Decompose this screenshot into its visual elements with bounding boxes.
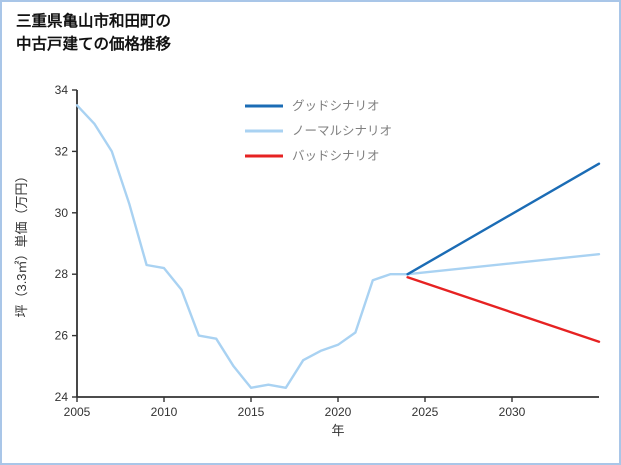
y-tick-label: 34 [55,83,69,97]
x-tick-label: 2030 [499,405,526,419]
series-line-1 [406,162,601,276]
chart-title: 三重県亀山市和田町の 中古戸建ての価格推移 [16,10,171,57]
x-tick-label: 2010 [151,405,178,419]
x-tick-labels: 2005 2010 2015 2020 2025 2030 [64,397,526,419]
x-tick-label: 2015 [238,405,265,419]
legend-label: グッドシナリオ [292,99,380,113]
y-tick-label: 30 [55,206,69,220]
series-line-3 [406,276,601,343]
series-line-2 [75,104,601,389]
x-tick-label: 2005 [64,405,91,419]
x-axis-title: 年 [331,423,344,438]
x-tick-label: 2020 [325,405,352,419]
legend-label: ノーマルシナリオ [292,124,392,138]
y-tick-label: 26 [55,329,69,343]
series-lines [75,104,601,389]
y-tick-labels: 24 26 28 30 32 34 [55,83,77,404]
y-tick-label: 32 [55,144,69,158]
chart-title-line1: 三重県亀山市和田町の [16,13,172,30]
y-tick-label: 28 [55,267,69,281]
legend-label: バッドシナリオ [292,149,380,163]
y-tick-label: 24 [55,390,69,404]
chart-title-line2b: 中古戸建ての価格推移 [16,36,172,54]
x-tick-label: 2025 [412,405,439,419]
y-axis-title: 坪（3.3㎡）単価（万円） [14,169,29,317]
